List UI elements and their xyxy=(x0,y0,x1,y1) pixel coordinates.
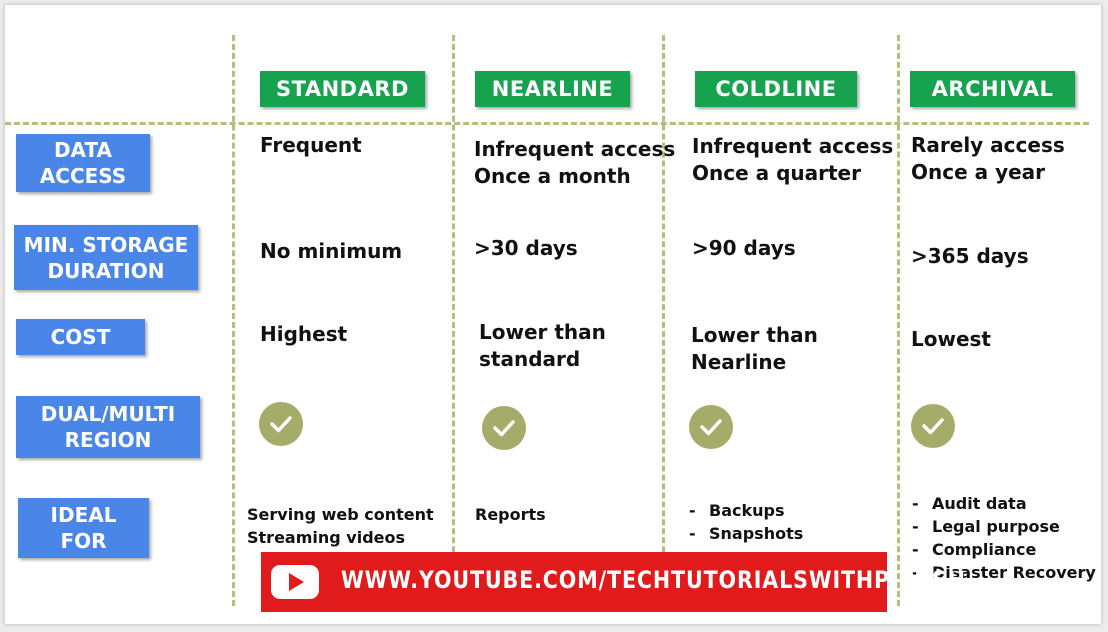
cell-min-storage-nearline: >30 days xyxy=(474,236,578,260)
cell-cost-standard: Highest xyxy=(260,321,347,348)
column-header-nearline: NEARLINE xyxy=(475,71,630,107)
column-header-archival: ARCHIVAL xyxy=(910,71,1075,107)
column-divider xyxy=(232,35,235,606)
cell-min-storage-standard: No minimum xyxy=(260,239,403,263)
bullet: - xyxy=(912,494,919,513)
cell-min-storage-archival: >365 days xyxy=(911,244,1029,268)
row-label-line: DURATION xyxy=(47,258,165,283)
list-item: Streaming videos xyxy=(247,528,406,547)
cell-cost-coldline: Lower than Nearline xyxy=(691,322,818,376)
header-divider xyxy=(5,122,1089,125)
cell-line: Infrequent access xyxy=(692,134,894,158)
bullet: - xyxy=(912,563,919,582)
cell-line: Once a month xyxy=(474,164,631,188)
bullet: - xyxy=(689,501,696,520)
row-label-data-access: DATA ACCESS xyxy=(16,134,150,192)
cell-line: Highest xyxy=(260,322,348,346)
row-label-line: FOR xyxy=(60,529,107,553)
bullet: - xyxy=(912,517,919,536)
list-item-text: Backups xyxy=(709,501,785,520)
row-label-line: COST xyxy=(50,325,111,349)
check-icon xyxy=(482,406,526,450)
list-item: - Backups xyxy=(689,499,803,522)
bullet: - xyxy=(912,540,919,559)
youtube-channel-url[interactable]: WWW.YOUTUBE.COM/TECHTUTORIALSWITHPIYUSH xyxy=(341,566,966,594)
row-label-line: DATA xyxy=(53,138,113,162)
list-item-text: Audit data xyxy=(932,494,1027,513)
row-label-line: DUAL/MULTI xyxy=(40,402,176,426)
cell-line: Lowest xyxy=(911,327,991,351)
list-item: Serving web content xyxy=(247,505,434,524)
cell-cost-nearline: Lower than standard xyxy=(479,319,606,373)
youtube-channel-banner[interactable]: WWW.YOUTUBE.COM/TECHTUTORIALSWITHPIYUSH xyxy=(261,552,965,612)
cell-line: Once a year xyxy=(911,160,1046,184)
cell-data-access-nearline: Infrequent access Once a month xyxy=(474,136,675,190)
row-label-dual-multi-region: DUAL/MULTI REGION xyxy=(16,396,200,458)
list-item: - Snapshots xyxy=(689,522,803,545)
cell-line: Lower than xyxy=(479,320,606,344)
list-item: - Legal purpose xyxy=(912,515,1096,538)
cell-line: standard xyxy=(479,347,581,371)
row-label-ideal-for: IDEAL FOR xyxy=(18,498,149,558)
youtube-play-icon xyxy=(271,565,319,599)
check-icon xyxy=(259,402,303,446)
cell-ideal-for-standard: Serving web content Streaming videos xyxy=(247,503,434,549)
cell-line: Rarely access xyxy=(911,133,1065,157)
cell-line: Once a quarter xyxy=(692,161,861,185)
list-item: - Disaster Recovery xyxy=(912,561,1096,584)
row-label-cost: COST xyxy=(16,319,145,355)
cell-cost-archival: Lowest xyxy=(911,326,991,353)
cell-line: Nearline xyxy=(691,350,787,374)
cell-line: Infrequent access xyxy=(474,137,676,161)
cell-min-storage-coldline: >90 days xyxy=(692,236,796,260)
row-label-line: MIN. STORAGE xyxy=(23,232,189,257)
cell-data-access-standard: Frequent xyxy=(260,132,362,159)
row-label-line: ACCESS xyxy=(39,164,127,188)
row-label-line: IDEAL xyxy=(50,503,117,527)
list-item-text: Compliance xyxy=(932,540,1037,559)
check-icon xyxy=(911,404,955,448)
cell-ideal-for-archival: - Audit data - Legal purpose - Compliance -… xyxy=(912,492,1096,584)
list-item-text: Snapshots xyxy=(709,524,804,543)
cell-data-access-archival: Rarely access Once a year xyxy=(911,132,1065,186)
list-item: - Audit data xyxy=(912,492,1096,515)
cell-line: Lower than xyxy=(691,323,818,347)
column-divider xyxy=(897,35,900,606)
check-icon xyxy=(689,405,733,449)
cell-ideal-for-nearline: Reports xyxy=(475,503,546,526)
column-divider xyxy=(452,35,455,606)
list-item: Reports xyxy=(475,505,546,524)
column-header-coldline: COLDLINE xyxy=(695,71,857,107)
cell-data-access-coldline: Infrequent access Once a quarter xyxy=(692,133,893,187)
cell-line: Frequent xyxy=(260,133,362,157)
bullet: - xyxy=(689,524,696,543)
list-item: - Compliance xyxy=(912,538,1096,561)
column-divider xyxy=(662,35,665,606)
column-header-standard: STANDARD xyxy=(260,71,425,107)
list-item-text: Legal purpose xyxy=(932,517,1060,536)
cell-ideal-for-coldline: - Backups - Snapshots xyxy=(689,499,803,545)
comparison-slide: STANDARD NEARLINE COLDLINE ARCHIVAL DATA… xyxy=(5,5,1101,624)
row-label-line: REGION xyxy=(64,428,152,452)
list-item-text: Disaster Recovery xyxy=(932,563,1096,582)
row-label-min-storage-duration: MIN. STORAGE DURATION xyxy=(14,225,198,290)
